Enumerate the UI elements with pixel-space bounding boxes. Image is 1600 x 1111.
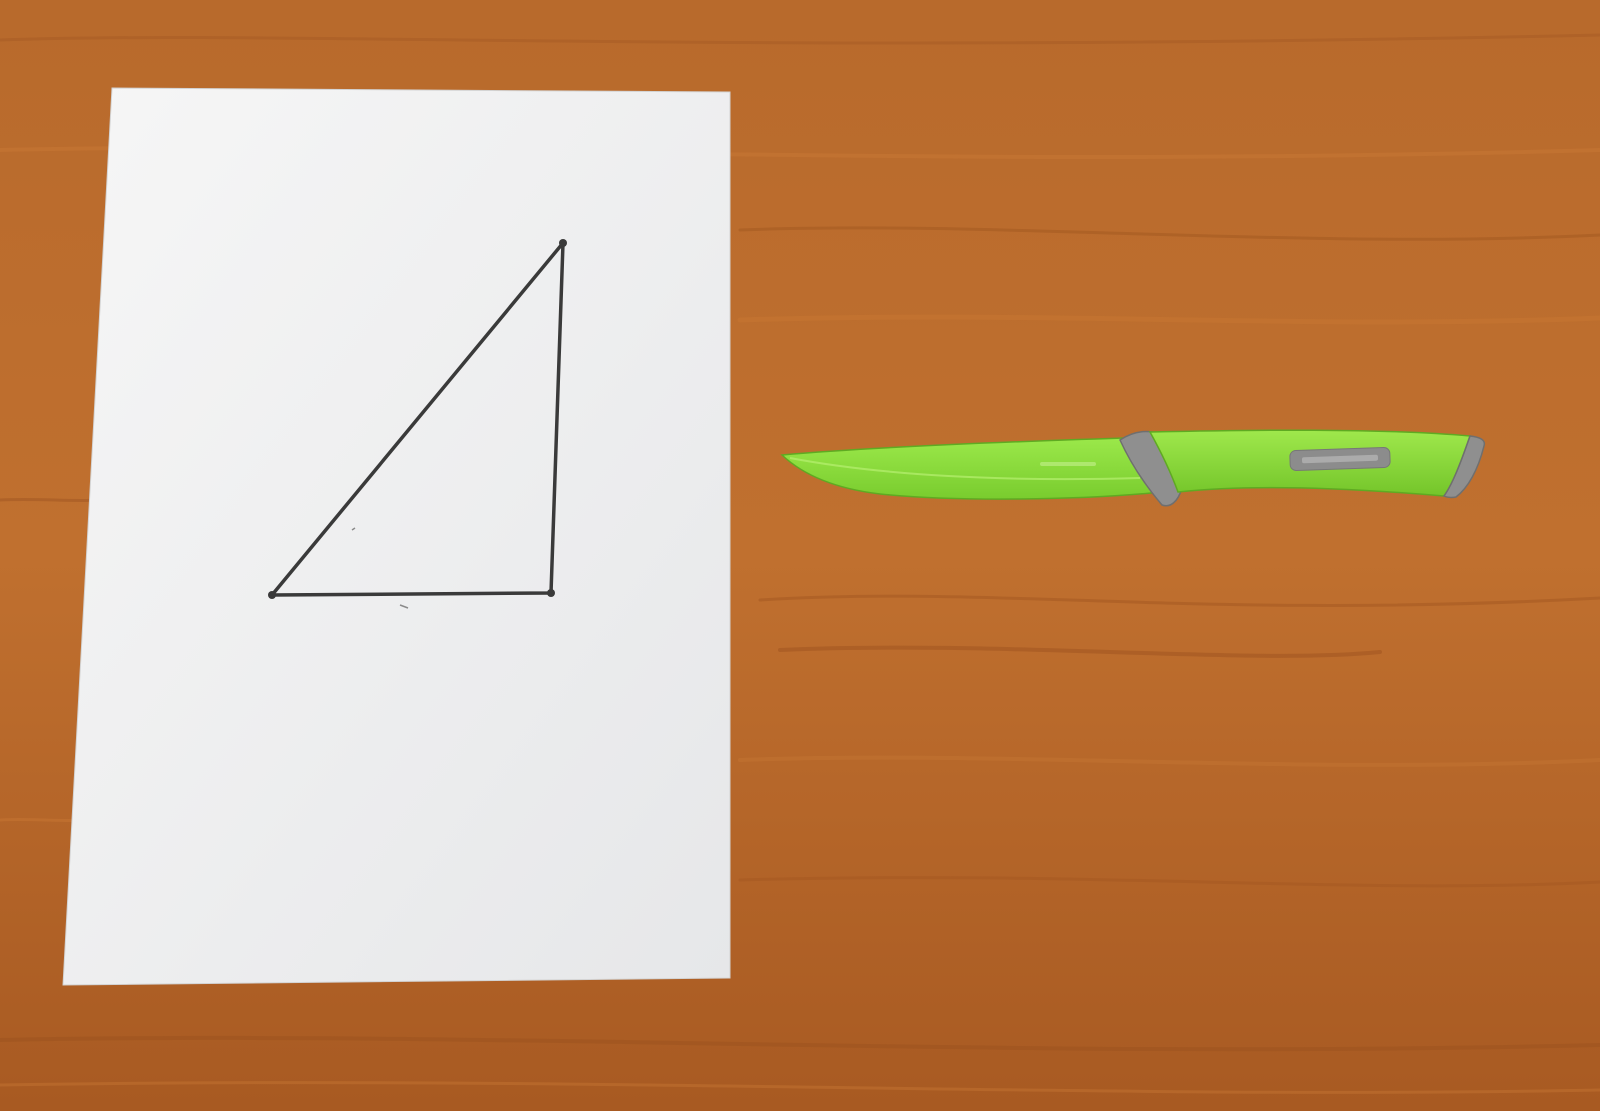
right-triangle-drawing (268, 239, 567, 609)
vertex-dot (559, 239, 567, 247)
vertex-dot (268, 591, 276, 599)
knife-blade (780, 437, 1164, 500)
vertex-dot (547, 589, 555, 597)
paper-sheet (62, 87, 731, 986)
paring-knife (780, 429, 1486, 507)
knife-bolster (1119, 430, 1183, 507)
knife-end-cap (1442, 435, 1486, 499)
